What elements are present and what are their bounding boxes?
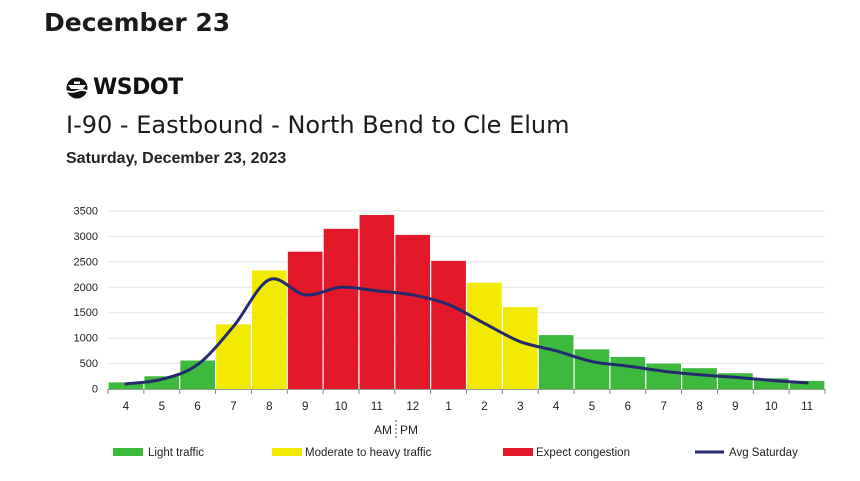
x-tick-label: 11 bbox=[801, 401, 813, 413]
bar bbox=[216, 324, 251, 389]
bar bbox=[287, 251, 323, 389]
bar bbox=[538, 335, 574, 389]
x-tick-label: 6 bbox=[625, 401, 631, 413]
chart-subtitle: Saturday, December 23, 2023 bbox=[66, 150, 287, 167]
x-tick-label: 10 bbox=[335, 401, 348, 413]
bar bbox=[789, 380, 825, 389]
legend-label: Expect congestion bbox=[536, 447, 630, 459]
y-tick-label: 3000 bbox=[74, 231, 98, 243]
pm-label: PM bbox=[400, 423, 418, 437]
bar bbox=[395, 234, 431, 389]
x-tick-label: 1 bbox=[445, 401, 451, 413]
bar bbox=[431, 260, 466, 389]
x-tick-label: 5 bbox=[589, 401, 595, 413]
bar bbox=[682, 368, 717, 389]
avg-saturday-line bbox=[124, 277, 809, 386]
legend-label: Avg Saturday bbox=[729, 447, 798, 459]
legend-swatch-congestion bbox=[503, 448, 533, 456]
x-tick-label: 7 bbox=[230, 401, 236, 413]
y-tick-label: 1000 bbox=[74, 333, 98, 345]
x-tick-label: 2 bbox=[481, 401, 487, 413]
x-tick-label: 8 bbox=[696, 401, 702, 413]
bar bbox=[467, 282, 502, 389]
y-tick-label: 3500 bbox=[74, 206, 98, 218]
legend-label: Light traffic bbox=[148, 447, 204, 459]
bar bbox=[144, 376, 180, 389]
bar bbox=[646, 363, 681, 389]
x-tick-label: 3 bbox=[517, 401, 523, 413]
wsdot-ferry-logo-icon bbox=[66, 77, 88, 98]
bar bbox=[753, 378, 789, 389]
y-tick-label: 2000 bbox=[74, 282, 98, 294]
x-tick-label: 8 bbox=[266, 401, 272, 413]
logo-text: WSDOT bbox=[93, 75, 183, 100]
legend-swatch-light bbox=[113, 448, 143, 456]
am-label: AM bbox=[374, 423, 392, 437]
x-tick-label: 7 bbox=[660, 401, 666, 413]
bar bbox=[610, 356, 646, 389]
wsdot-logo: WSDOT bbox=[65, 75, 183, 100]
x-tick-label: 9 bbox=[302, 401, 308, 413]
x-tick-label: 4 bbox=[553, 401, 560, 413]
bar bbox=[502, 307, 538, 389]
bar bbox=[574, 349, 610, 389]
x-tick-label: 9 bbox=[732, 401, 738, 413]
page-heading: December 23 bbox=[44, 8, 231, 37]
y-tick-label: 500 bbox=[80, 358, 98, 370]
y-tick-label: 1500 bbox=[74, 307, 98, 319]
bar bbox=[359, 215, 395, 389]
x-tick-label: 5 bbox=[159, 401, 165, 413]
y-tick-label: 2500 bbox=[74, 256, 98, 268]
x-tick-label: 10 bbox=[765, 401, 778, 413]
x-tick-label: 6 bbox=[194, 401, 200, 413]
legend-swatch-moderate bbox=[272, 448, 302, 456]
x-tick-label: 4 bbox=[123, 401, 130, 413]
x-tick-label: 12 bbox=[406, 401, 419, 413]
x-tick-label: 11 bbox=[371, 401, 383, 413]
bar bbox=[252, 270, 287, 389]
y-tick-label: 0 bbox=[92, 384, 98, 396]
legend-label: Moderate to heavy traffic bbox=[305, 447, 432, 459]
bar bbox=[323, 228, 359, 389]
bar bbox=[108, 382, 144, 389]
chart-title: I-90 - Eastbound - North Bend to Cle Elu… bbox=[66, 111, 570, 139]
